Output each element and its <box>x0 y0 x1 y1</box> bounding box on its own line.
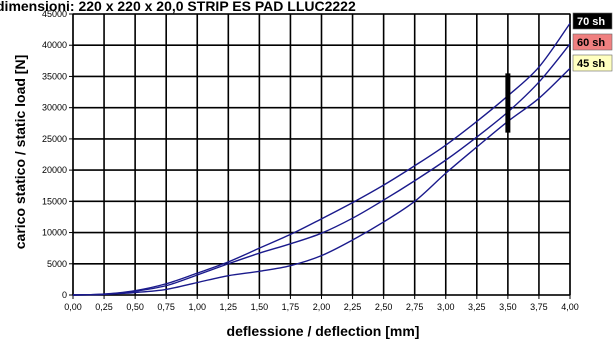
legend-swatch <box>572 33 613 51</box>
grid <box>72 13 571 296</box>
y-tick-label: 40000 <box>42 40 67 50</box>
x-tick-label: 0,25 <box>95 302 113 312</box>
legend-swatch <box>572 54 613 72</box>
y-tick-label: 5000 <box>47 259 67 269</box>
x-tick-label: 3,50 <box>499 302 517 312</box>
x-tick-label: 2,00 <box>313 302 331 312</box>
legend-label: 45 sh <box>577 58 605 70</box>
x-tick-label: 2,50 <box>375 302 393 312</box>
y-tick-label: 35000 <box>42 71 67 81</box>
series-line-45-sh <box>72 67 571 296</box>
series-line-70-sh <box>72 22 571 296</box>
x-tick-label: 0,75 <box>157 302 175 312</box>
legend-swatch <box>572 12 613 30</box>
y-tick-label: 0 <box>62 290 67 300</box>
y-axis-label: carico statico / static load [N] <box>12 55 28 250</box>
x-tick-label: 0,50 <box>126 302 144 312</box>
x-tick-label: 4,00 <box>561 302 579 312</box>
y-tick-label: 15000 <box>42 196 67 206</box>
x-tick-label: 1,00 <box>188 302 206 312</box>
series-lines <box>72 22 571 296</box>
x-tick-labels: 0,00 0,25 0,50 0,75 1,00 1,25 1,50 1,75 2,00 2,25… <box>64 295 579 312</box>
x-tick-label: 3,25 <box>468 302 486 312</box>
y-tick-label: 20000 <box>42 165 67 175</box>
x-tick-label: 2,25 <box>344 302 362 312</box>
legend-label: 60 sh <box>577 37 605 49</box>
y-tick-label: 45000 <box>42 9 67 19</box>
legend: 70 sh 60 sh 45 sh <box>572 12 613 72</box>
x-tick-label: 1,25 <box>220 302 238 312</box>
y-tick-label: 30000 <box>42 103 67 113</box>
chart-title: dimensioni: 220 x 220 x 20,0 STRIP ES PA… <box>0 0 356 14</box>
x-tick-label: 0,00 <box>64 302 82 312</box>
y-tick-label: 25000 <box>42 134 67 144</box>
x-tick-label: 3,00 <box>437 302 455 312</box>
y-tick-label: 10000 <box>42 228 67 238</box>
legend-label: 70 sh <box>577 16 605 28</box>
x-axis-label: deflessione / deflection [mm] <box>227 323 420 339</box>
x-tick-label: 2,75 <box>406 302 424 312</box>
x-tick-label: 1,50 <box>251 302 269 312</box>
x-tick-label: 3,75 <box>530 302 548 312</box>
x-tick-label: 1,75 <box>282 302 300 312</box>
series-line-60-sh <box>72 43 571 296</box>
y-tick-labels: 0 5000 10000 15000 20000 25000 30000 35000 40000… <box>42 9 73 300</box>
